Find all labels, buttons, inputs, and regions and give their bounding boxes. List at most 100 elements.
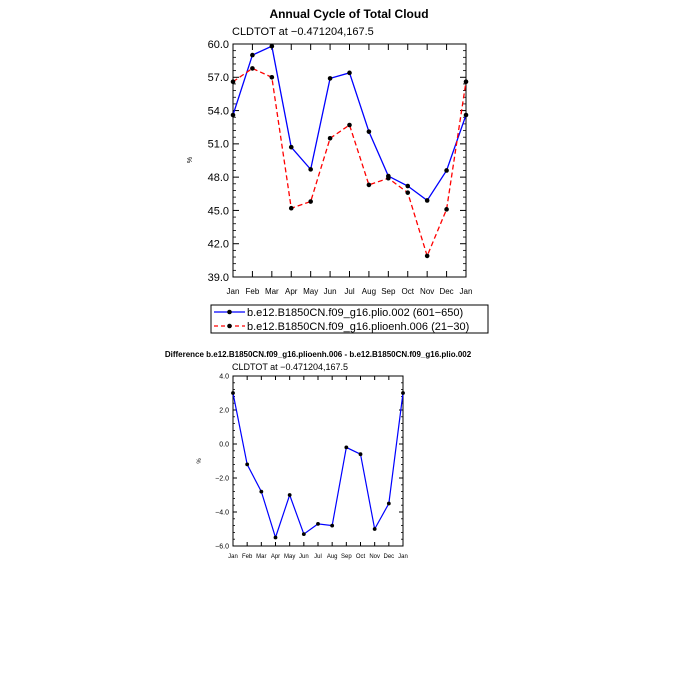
series-2-point bbox=[269, 74, 275, 80]
series-1-point bbox=[287, 493, 292, 497]
x-tick-label: Oct bbox=[356, 554, 366, 560]
chart-2-subtitle: CLDTOT at −0.471204,167.5 bbox=[232, 362, 348, 372]
series-2-line bbox=[232, 67, 467, 258]
series-2-point bbox=[463, 79, 469, 85]
series-1-point bbox=[269, 43, 275, 49]
y-tick-label: 54.0 bbox=[208, 105, 229, 117]
x-tick-label: Nov bbox=[369, 554, 380, 560]
series-1-point bbox=[308, 167, 313, 172]
y-tick-label: 42.0 bbox=[208, 239, 229, 251]
y-tick-label: 39.0 bbox=[208, 272, 229, 284]
x-tick-label: Jan bbox=[227, 287, 240, 296]
chart-2-y-axis: −6.0 −4.0 −2.0 0.0 2.0 4.0 bbox=[215, 373, 403, 550]
y-tick-label: −2.0 bbox=[215, 475, 229, 482]
series-2-point bbox=[327, 136, 333, 141]
legend-label-series-1: b.e12.B1850CN.f09_g16.plio.002 (601−650) bbox=[247, 307, 463, 319]
series-1-point bbox=[401, 391, 405, 395]
chart-1-plot-frame bbox=[232, 43, 467, 278]
x-tick-label: Jul bbox=[314, 554, 322, 560]
series-1-point bbox=[330, 523, 335, 528]
legend-label-series-2: b.e12.B1850CN.f09_g16.plioenh.006 (21−30… bbox=[247, 321, 469, 333]
annual-cycle-chart: Annual Cycle of Total Cloud CLDTOT at −0… bbox=[187, 7, 489, 334]
series-1-point bbox=[444, 168, 449, 173]
series-2-point bbox=[347, 122, 352, 128]
chart-2-plot-frame bbox=[232, 375, 404, 547]
series-1-point bbox=[316, 522, 320, 526]
series-1-point bbox=[424, 198, 430, 203]
series-1-point bbox=[366, 129, 372, 134]
x-tick-label: Dec bbox=[383, 554, 394, 560]
x-tick-label: Aug bbox=[362, 287, 376, 296]
series-2-point bbox=[424, 253, 430, 259]
series-2-point bbox=[288, 205, 294, 211]
series-1-point bbox=[288, 144, 294, 150]
x-tick-label: May bbox=[303, 287, 318, 296]
y-tick-label: 0.0 bbox=[219, 441, 229, 448]
series-1-point bbox=[301, 532, 306, 536]
x-tick-label: Apr bbox=[271, 554, 280, 560]
y-tick-label: 48.0 bbox=[208, 172, 229, 184]
x-tick-label: Jan bbox=[228, 554, 238, 560]
y-tick-label: 60.0 bbox=[208, 39, 229, 51]
y-tick-label: 57.0 bbox=[208, 72, 229, 84]
series-1-point bbox=[230, 112, 236, 118]
chart-2-y-axis-label: % bbox=[197, 458, 203, 464]
x-tick-label: Sep bbox=[381, 287, 396, 296]
y-tick-label: 4.0 bbox=[219, 373, 229, 380]
series-1-line bbox=[232, 392, 404, 540]
chart-1-y-axis: 39.0 42.0 45.0 48.0 51.0 54.0 57.0 60.0 bbox=[208, 39, 466, 284]
series-2-point bbox=[250, 66, 255, 71]
chart-1-title: Annual Cycle of Total Cloud bbox=[269, 7, 428, 21]
x-tick-label: Oct bbox=[402, 287, 415, 296]
x-tick-label: Mar bbox=[256, 554, 266, 560]
series-2-point bbox=[405, 190, 411, 195]
x-tick-label: Jan bbox=[460, 287, 473, 296]
series-1-point bbox=[463, 112, 469, 118]
x-tick-label: May bbox=[284, 554, 295, 560]
chart-1-legend: b.e12.B1850CN.f09_g16.plio.002 (601−650)… bbox=[210, 304, 489, 334]
series-1-point bbox=[231, 391, 235, 395]
x-tick-label: Nov bbox=[420, 287, 434, 296]
x-tick-label: Dec bbox=[439, 287, 453, 296]
chart-2-x-axis: Jan Feb Mar Apr May Jun Jul Aug Sep Oct Nov Dec Jan bbox=[228, 376, 408, 560]
series-2-point bbox=[366, 182, 372, 188]
x-tick-label: Jun bbox=[299, 554, 309, 560]
y-tick-label: −4.0 bbox=[215, 509, 229, 516]
chart-2-title: Difference b.e12.B1850CN.f09_g16.plioenh… bbox=[165, 350, 472, 359]
chart-1-y-axis-label: % bbox=[187, 157, 194, 163]
series-1-point bbox=[344, 445, 349, 450]
x-tick-label: Jun bbox=[324, 287, 337, 296]
series-1-point bbox=[358, 452, 363, 457]
y-tick-label: −6.0 bbox=[215, 543, 229, 550]
chart-1-x-axis: Jan Feb Mar Apr May Jun Jul Aug Sep Oct Nov Dec Jan bbox=[227, 44, 473, 296]
difference-chart: Difference b.e12.B1850CN.f09_g16.plioenh… bbox=[165, 350, 472, 560]
series-2-point bbox=[386, 175, 391, 181]
series-2-point bbox=[444, 207, 449, 212]
series-1-point bbox=[245, 462, 250, 467]
x-tick-label: Feb bbox=[246, 287, 260, 296]
y-tick-label: 2.0 bbox=[219, 407, 229, 414]
series-2-point bbox=[230, 79, 236, 85]
y-tick-label: 51.0 bbox=[208, 139, 229, 151]
chart-1-series bbox=[230, 43, 469, 259]
x-tick-label: Mar bbox=[265, 287, 279, 296]
x-tick-label: Jul bbox=[344, 287, 354, 296]
x-tick-label: Aug bbox=[327, 554, 338, 560]
x-tick-label: Feb bbox=[242, 554, 253, 560]
y-tick-label: 45.0 bbox=[208, 205, 229, 217]
legend-box bbox=[210, 304, 489, 334]
legend-marker-series-1 bbox=[227, 309, 232, 315]
x-tick-label: Apr bbox=[285, 287, 298, 296]
x-tick-label: Jan bbox=[398, 554, 408, 560]
series-1-point bbox=[273, 535, 278, 540]
series-1-point bbox=[372, 527, 377, 531]
series-2-point bbox=[308, 199, 313, 204]
series-1-point bbox=[250, 52, 255, 58]
x-tick-label: Sep bbox=[341, 554, 352, 560]
chart-2-series bbox=[231, 391, 405, 540]
series-1-point bbox=[347, 70, 352, 76]
series-1-point bbox=[327, 76, 333, 81]
series-1-point bbox=[386, 501, 391, 506]
chart-1-subtitle: CLDTOT at −0.471204,167.5 bbox=[232, 26, 374, 38]
